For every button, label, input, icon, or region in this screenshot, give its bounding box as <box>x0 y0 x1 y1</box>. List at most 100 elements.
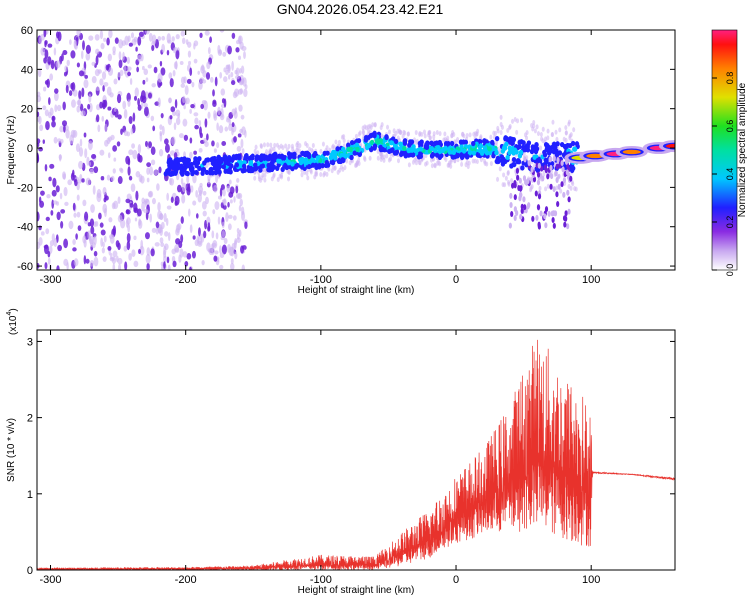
noise-mark <box>112 263 116 270</box>
spectrogram-y-axis: 60 40 20 0 -20 -40 -60 <box>17 25 675 273</box>
noise-mark <box>150 159 156 166</box>
noise-mark <box>146 177 150 183</box>
noise-mark <box>175 228 180 236</box>
ridge-mark <box>393 138 399 145</box>
noise-mark <box>198 185 204 195</box>
ridge-mark <box>394 144 399 150</box>
spike-mark <box>550 210 554 217</box>
noise-mark <box>209 76 214 83</box>
spike-mark <box>513 215 517 222</box>
noise-mark <box>64 65 68 72</box>
noise-mark <box>37 142 40 148</box>
snr-y-axis: 0 1 2 3 <box>27 336 675 577</box>
noise-mark <box>189 137 193 144</box>
spike-mark <box>534 190 538 197</box>
ridge-mark <box>482 148 487 154</box>
noise-mark <box>103 235 107 243</box>
noise-mark <box>47 56 52 65</box>
ridge-mark <box>269 160 275 166</box>
halo-mark <box>464 162 468 168</box>
noise-mark <box>120 128 123 135</box>
noise-mark <box>174 200 178 206</box>
y-tick-label: -60 <box>17 261 33 273</box>
halo-mark <box>520 117 524 123</box>
noise-mark <box>130 128 134 135</box>
halo-mark <box>413 157 417 163</box>
ridge-mark <box>213 160 218 167</box>
snr-y-label: SNR (10 * v/v) <box>6 418 17 482</box>
halo-mark <box>300 172 304 178</box>
halo-mark <box>435 130 439 136</box>
halo-mark <box>308 146 312 152</box>
halo-mark <box>475 159 479 165</box>
noise-mark <box>189 224 193 234</box>
halo-mark <box>254 144 258 150</box>
noise-mark <box>207 222 211 231</box>
noise-mark <box>85 52 91 61</box>
noise-mark <box>163 212 167 223</box>
y-tick-label: 3 <box>27 336 33 348</box>
x-tick-label: 0 <box>453 574 459 586</box>
ridge-mark <box>243 155 248 161</box>
noise-mark <box>70 50 76 59</box>
noise-mark <box>118 263 122 270</box>
noise-mark <box>207 111 211 119</box>
noise-mark <box>153 169 159 176</box>
ridge-mark <box>194 169 199 176</box>
x-tick-label: 100 <box>582 574 600 586</box>
spike-mark <box>537 162 541 169</box>
noise-mark <box>172 69 176 77</box>
ridge-mark <box>364 135 369 141</box>
noise-mark <box>138 248 142 254</box>
noise-mark <box>159 132 163 142</box>
ridge-mark <box>290 161 295 167</box>
noise-mark <box>122 51 125 61</box>
noise-mark <box>229 246 235 257</box>
noise-mark <box>87 103 91 110</box>
ridge-mark <box>271 164 276 170</box>
noise-mark <box>226 185 231 193</box>
halo-mark <box>380 122 384 128</box>
noise-mark <box>108 217 113 223</box>
spike-mark <box>536 171 541 178</box>
noise-mark <box>122 100 127 110</box>
noise-mark <box>140 90 146 100</box>
noise-mark <box>45 216 50 222</box>
noise-mark <box>199 132 203 139</box>
noise-mark <box>217 49 223 57</box>
noise-mark <box>44 262 48 270</box>
halo-mark <box>499 121 503 127</box>
noise-mark <box>58 154 62 162</box>
halo-mark <box>364 125 368 131</box>
noise-mark <box>49 73 54 81</box>
noise-mark <box>217 216 221 225</box>
ridge-mark <box>553 144 558 150</box>
noise-mark <box>70 82 74 90</box>
noise-mark <box>96 104 101 111</box>
halo-mark <box>433 162 437 168</box>
ridge-mark <box>459 143 464 149</box>
ridge-mark <box>366 143 372 149</box>
noise-mark <box>79 173 83 181</box>
ridge-mark <box>272 151 278 157</box>
noise-mark <box>99 101 103 109</box>
snr-panel: -300 -200 -100 0 100 0 1 2 3 Height of straight… <box>6 308 676 596</box>
noise-mark <box>221 244 227 255</box>
spike-mark <box>537 223 541 230</box>
halo-mark <box>550 132 554 138</box>
noise-mark <box>204 141 209 148</box>
halo-mark <box>496 128 500 134</box>
ridge-mark <box>378 144 383 150</box>
spike-mark <box>516 174 520 181</box>
noise-mark <box>72 202 76 211</box>
ridge-mark <box>508 137 514 143</box>
snr-y-multiplier: (x104) <box>6 308 19 335</box>
halo-mark <box>268 149 272 155</box>
halo-mark <box>422 129 426 135</box>
noise-mark <box>104 123 108 133</box>
noise-mark <box>143 102 148 108</box>
spike-mark <box>544 206 549 213</box>
spike-mark <box>569 175 573 182</box>
noise-mark <box>229 186 235 195</box>
noise-mark <box>172 47 178 52</box>
